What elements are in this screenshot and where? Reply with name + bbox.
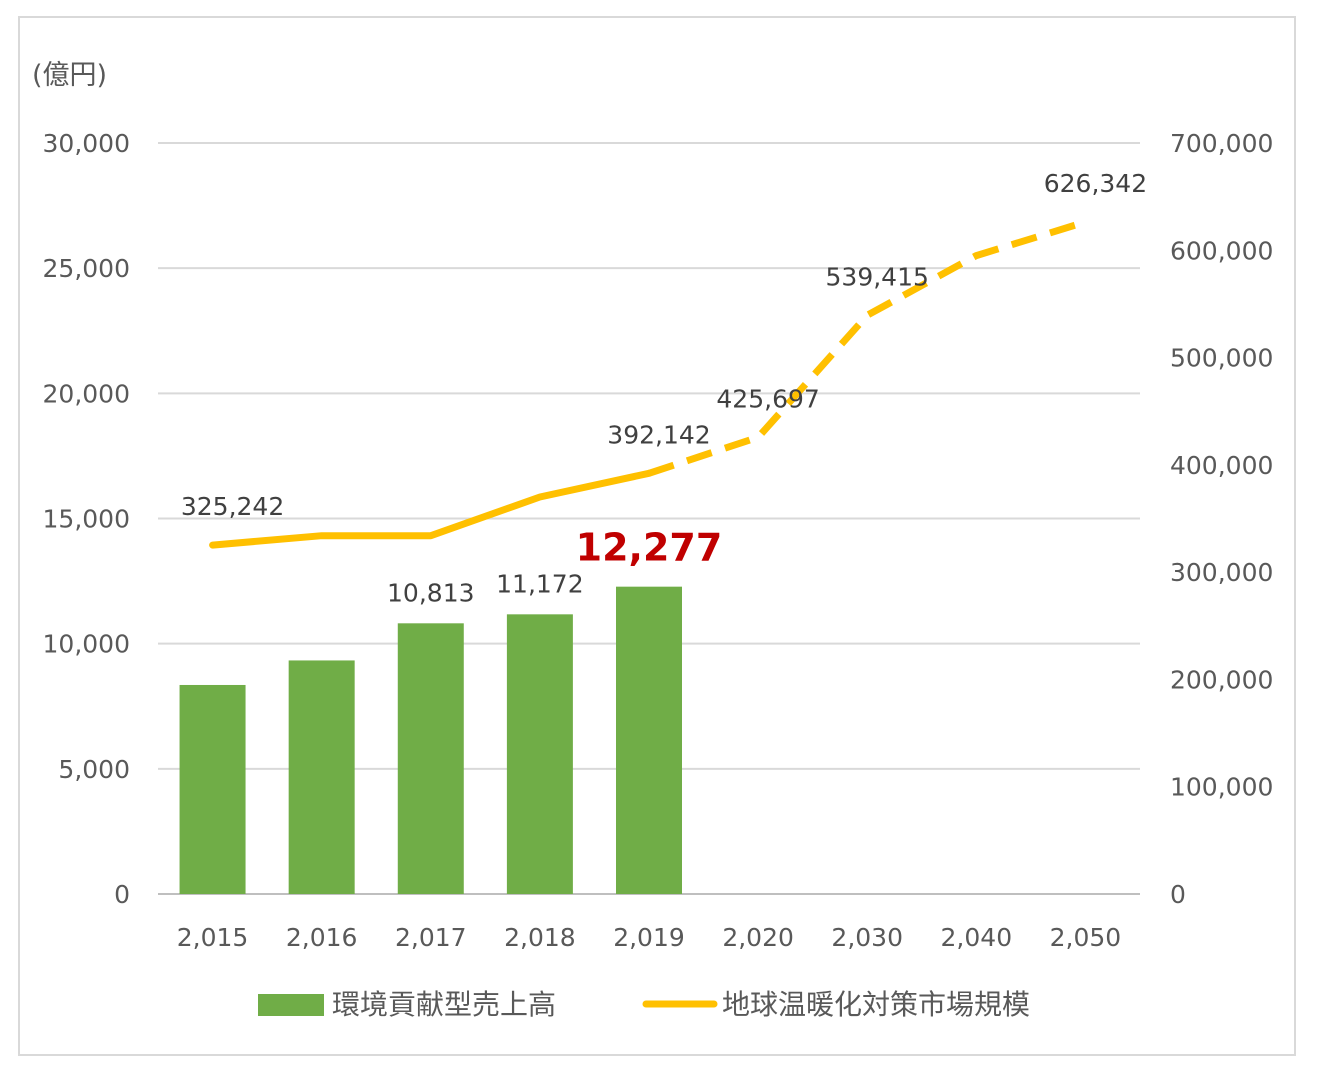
bar-series xyxy=(179,586,682,894)
x-tick-label: 2,020 xyxy=(722,923,794,952)
bar-data-label: 11,172 xyxy=(496,569,583,598)
left-tick-label: 0 xyxy=(114,880,130,909)
unit-label: (億円) xyxy=(32,60,107,91)
line-dashed-projection xyxy=(647,218,1087,477)
left-axis-ticks: 0 5,000 10,000 15,000 20,000 25,000 30,000 xyxy=(43,129,130,909)
right-axis-ticks: 0 100,000 200,000 300,000 400,000 500,000 600,… xyxy=(1170,129,1273,909)
line-data-label: 425,697 xyxy=(716,384,819,413)
right-tick-label: 300,000 xyxy=(1170,558,1273,587)
right-tick-label: 400,000 xyxy=(1170,451,1273,480)
bar xyxy=(397,623,464,894)
legend: 環境貢献型売上高 地球温暖化対策市場規模 xyxy=(258,988,1030,1021)
x-tick-label: 2,017 xyxy=(395,923,467,952)
left-tick-label: 5,000 xyxy=(58,755,130,784)
x-tick-label: 2,040 xyxy=(941,923,1013,952)
x-tick-label: 2,019 xyxy=(613,923,685,952)
bar xyxy=(616,586,682,894)
x-tick-label: 2,016 xyxy=(286,923,358,952)
x-tick-label: 2,030 xyxy=(831,923,903,952)
left-tick-label: 25,000 xyxy=(43,254,130,283)
right-tick-label: 100,000 xyxy=(1170,773,1273,802)
line-data-label: 392,142 xyxy=(607,420,710,449)
x-axis-ticks: 2,015 2,016 2,017 2,018 2,019 2,020 2,030 2,040… xyxy=(177,923,1121,952)
x-tick-label: 2,050 xyxy=(1050,923,1122,952)
line-data-label: 325,242 xyxy=(181,492,284,521)
legend-label-line: 地球温暖化対策市場規模 xyxy=(722,988,1030,1021)
legend-swatch-bars xyxy=(258,994,324,1016)
bar xyxy=(179,684,246,894)
left-tick-label: 20,000 xyxy=(43,379,130,408)
line-data-label: 539,415 xyxy=(826,262,929,291)
left-tick-label: 10,000 xyxy=(43,630,130,659)
left-tick-label: 15,000 xyxy=(43,505,130,534)
bar xyxy=(506,614,573,894)
line-solid xyxy=(209,469,653,549)
line-series xyxy=(209,218,1087,549)
right-tick-label: 500,000 xyxy=(1170,344,1273,373)
legend-label-bars: 環境貢献型売上高 xyxy=(332,988,556,1021)
right-tick-label: 600,000 xyxy=(1170,236,1273,265)
x-tick-label: 2,015 xyxy=(177,923,249,952)
right-tick-label: 200,000 xyxy=(1170,665,1273,694)
left-tick-label: 30,000 xyxy=(43,129,130,158)
right-tick-label: 700,000 xyxy=(1170,129,1273,158)
right-tick-label: 0 xyxy=(1170,880,1186,909)
x-tick-label: 2,018 xyxy=(504,923,576,952)
bar-data-label: 10,813 xyxy=(387,578,474,607)
bar-data-label-highlight: 12,277 xyxy=(576,526,723,570)
bar xyxy=(288,660,355,894)
line-data-label: 626,342 xyxy=(1044,169,1147,198)
